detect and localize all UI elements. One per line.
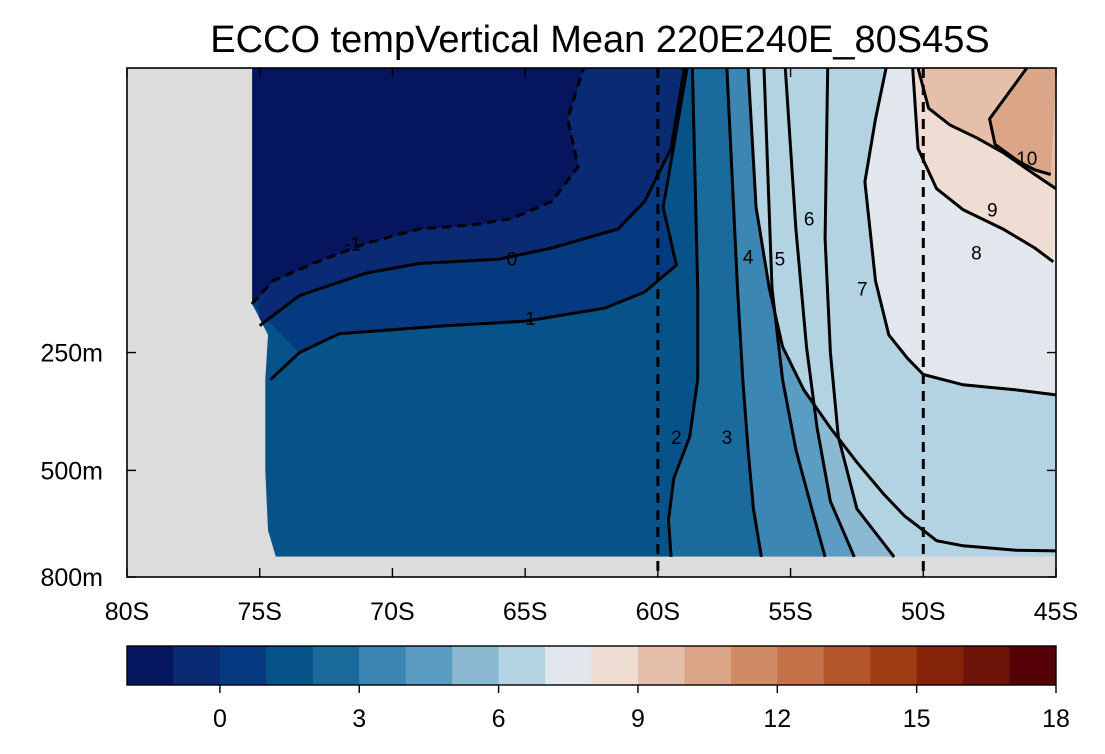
x-tick-label-75S: 75S bbox=[237, 598, 281, 626]
x-tick-label-55S: 55S bbox=[768, 598, 812, 626]
contour-label-8: 8 bbox=[971, 243, 982, 264]
colorbar-tick-label-15: 15 bbox=[903, 705, 931, 733]
contour-line-5 bbox=[783, 68, 856, 558]
colorbar-tick-label-12: 12 bbox=[763, 705, 791, 733]
contour-line-2 bbox=[666, 68, 700, 558]
x-tick-label-60S: 60S bbox=[636, 598, 680, 626]
colorbar-swatch bbox=[684, 646, 732, 685]
colorbar-tick-label-18: 18 bbox=[1042, 705, 1070, 733]
contour-line-4 bbox=[762, 68, 827, 558]
colorbar-swatch bbox=[498, 646, 546, 685]
y-tick-label-800m: 800m bbox=[40, 564, 103, 592]
colorbar-swatch bbox=[777, 646, 825, 685]
y-tick-label-500m: 500m bbox=[40, 457, 103, 485]
chart-title: ECCO tempVertical Mean 220E240E_80S45S bbox=[210, 19, 989, 61]
x-tick-label-80S: 80S bbox=[105, 598, 149, 626]
contour-line-6 bbox=[823, 68, 896, 558]
colorbar-tick-label-3: 3 bbox=[352, 705, 366, 733]
colorbar-swatch bbox=[1009, 646, 1057, 685]
colorbar-swatch bbox=[405, 646, 453, 685]
contour-label-4: 4 bbox=[743, 248, 754, 269]
contour-line-8 bbox=[911, 68, 1055, 264]
plot-area: -1 0 1 2 3 4 56 7 89 10 80S 75S 70S 65S 60S 55S 50S 45S 25… bbox=[40, 67, 1078, 626]
colorbar-swatch bbox=[916, 646, 964, 685]
colorbar-swatch bbox=[173, 646, 221, 685]
contour-label-6: 6 bbox=[804, 210, 815, 231]
y-tick-label-250m: 250m bbox=[40, 340, 103, 368]
contour-label-5: 5 bbox=[775, 249, 786, 270]
x-tick-label-45S: 45S bbox=[1034, 598, 1078, 626]
contour-line-7 bbox=[863, 68, 1056, 397]
colorbar: 0 3 6 9 12 15 18 bbox=[126, 645, 1070, 733]
colorbar-swatch bbox=[127, 646, 174, 685]
colorbar-tick-label-6: 6 bbox=[492, 705, 506, 733]
colorbar-tick-label-0: 0 bbox=[213, 705, 227, 733]
x-tick-label-50S: 50S bbox=[901, 598, 945, 626]
colorbar-swatch bbox=[266, 646, 314, 685]
contour-line-1 bbox=[269, 68, 689, 381]
colorbar-swatch bbox=[219, 646, 267, 685]
contour-label-1: 1 bbox=[525, 309, 536, 330]
axes-frame bbox=[126, 67, 1057, 578]
colorbar-swatch bbox=[870, 646, 918, 685]
contour-line-9 bbox=[916, 68, 1056, 190]
colorbar-swatch bbox=[637, 646, 685, 685]
colorbar-swatch bbox=[591, 646, 639, 685]
contour-line-6-deep bbox=[746, 68, 1056, 553]
colorbar-swatch bbox=[452, 646, 500, 685]
contour-label-7: 7 bbox=[857, 279, 868, 300]
colorbar-tick-label-9: 9 bbox=[631, 705, 645, 733]
colorbar-swatch bbox=[823, 646, 871, 685]
contour-label--1: -1 bbox=[344, 234, 361, 255]
contour-line-10 bbox=[987, 68, 1052, 176]
no-data-bottom bbox=[127, 556, 1056, 577]
colorbar-swatch bbox=[312, 646, 360, 685]
contour-label-10: 10 bbox=[1016, 149, 1037, 170]
colorbar-frame bbox=[126, 645, 1057, 686]
x-tick-label-70S: 70S bbox=[370, 598, 414, 626]
contour-line--1 bbox=[250, 68, 585, 306]
colorbar-swatch bbox=[963, 646, 1011, 685]
temp-band-m2-m1 bbox=[251, 68, 584, 305]
colorbar-swatch bbox=[730, 646, 778, 685]
contour-label-2: 2 bbox=[671, 428, 682, 449]
contour-label-3: 3 bbox=[722, 428, 733, 449]
contour-label-9: 9 bbox=[987, 201, 998, 222]
colorbar-swatch bbox=[359, 646, 407, 685]
contour-label-0: 0 bbox=[507, 249, 518, 270]
contour-line-3 bbox=[725, 68, 763, 558]
x-tick-label-65S: 65S bbox=[503, 598, 547, 626]
colorbar-swatch bbox=[545, 646, 592, 685]
